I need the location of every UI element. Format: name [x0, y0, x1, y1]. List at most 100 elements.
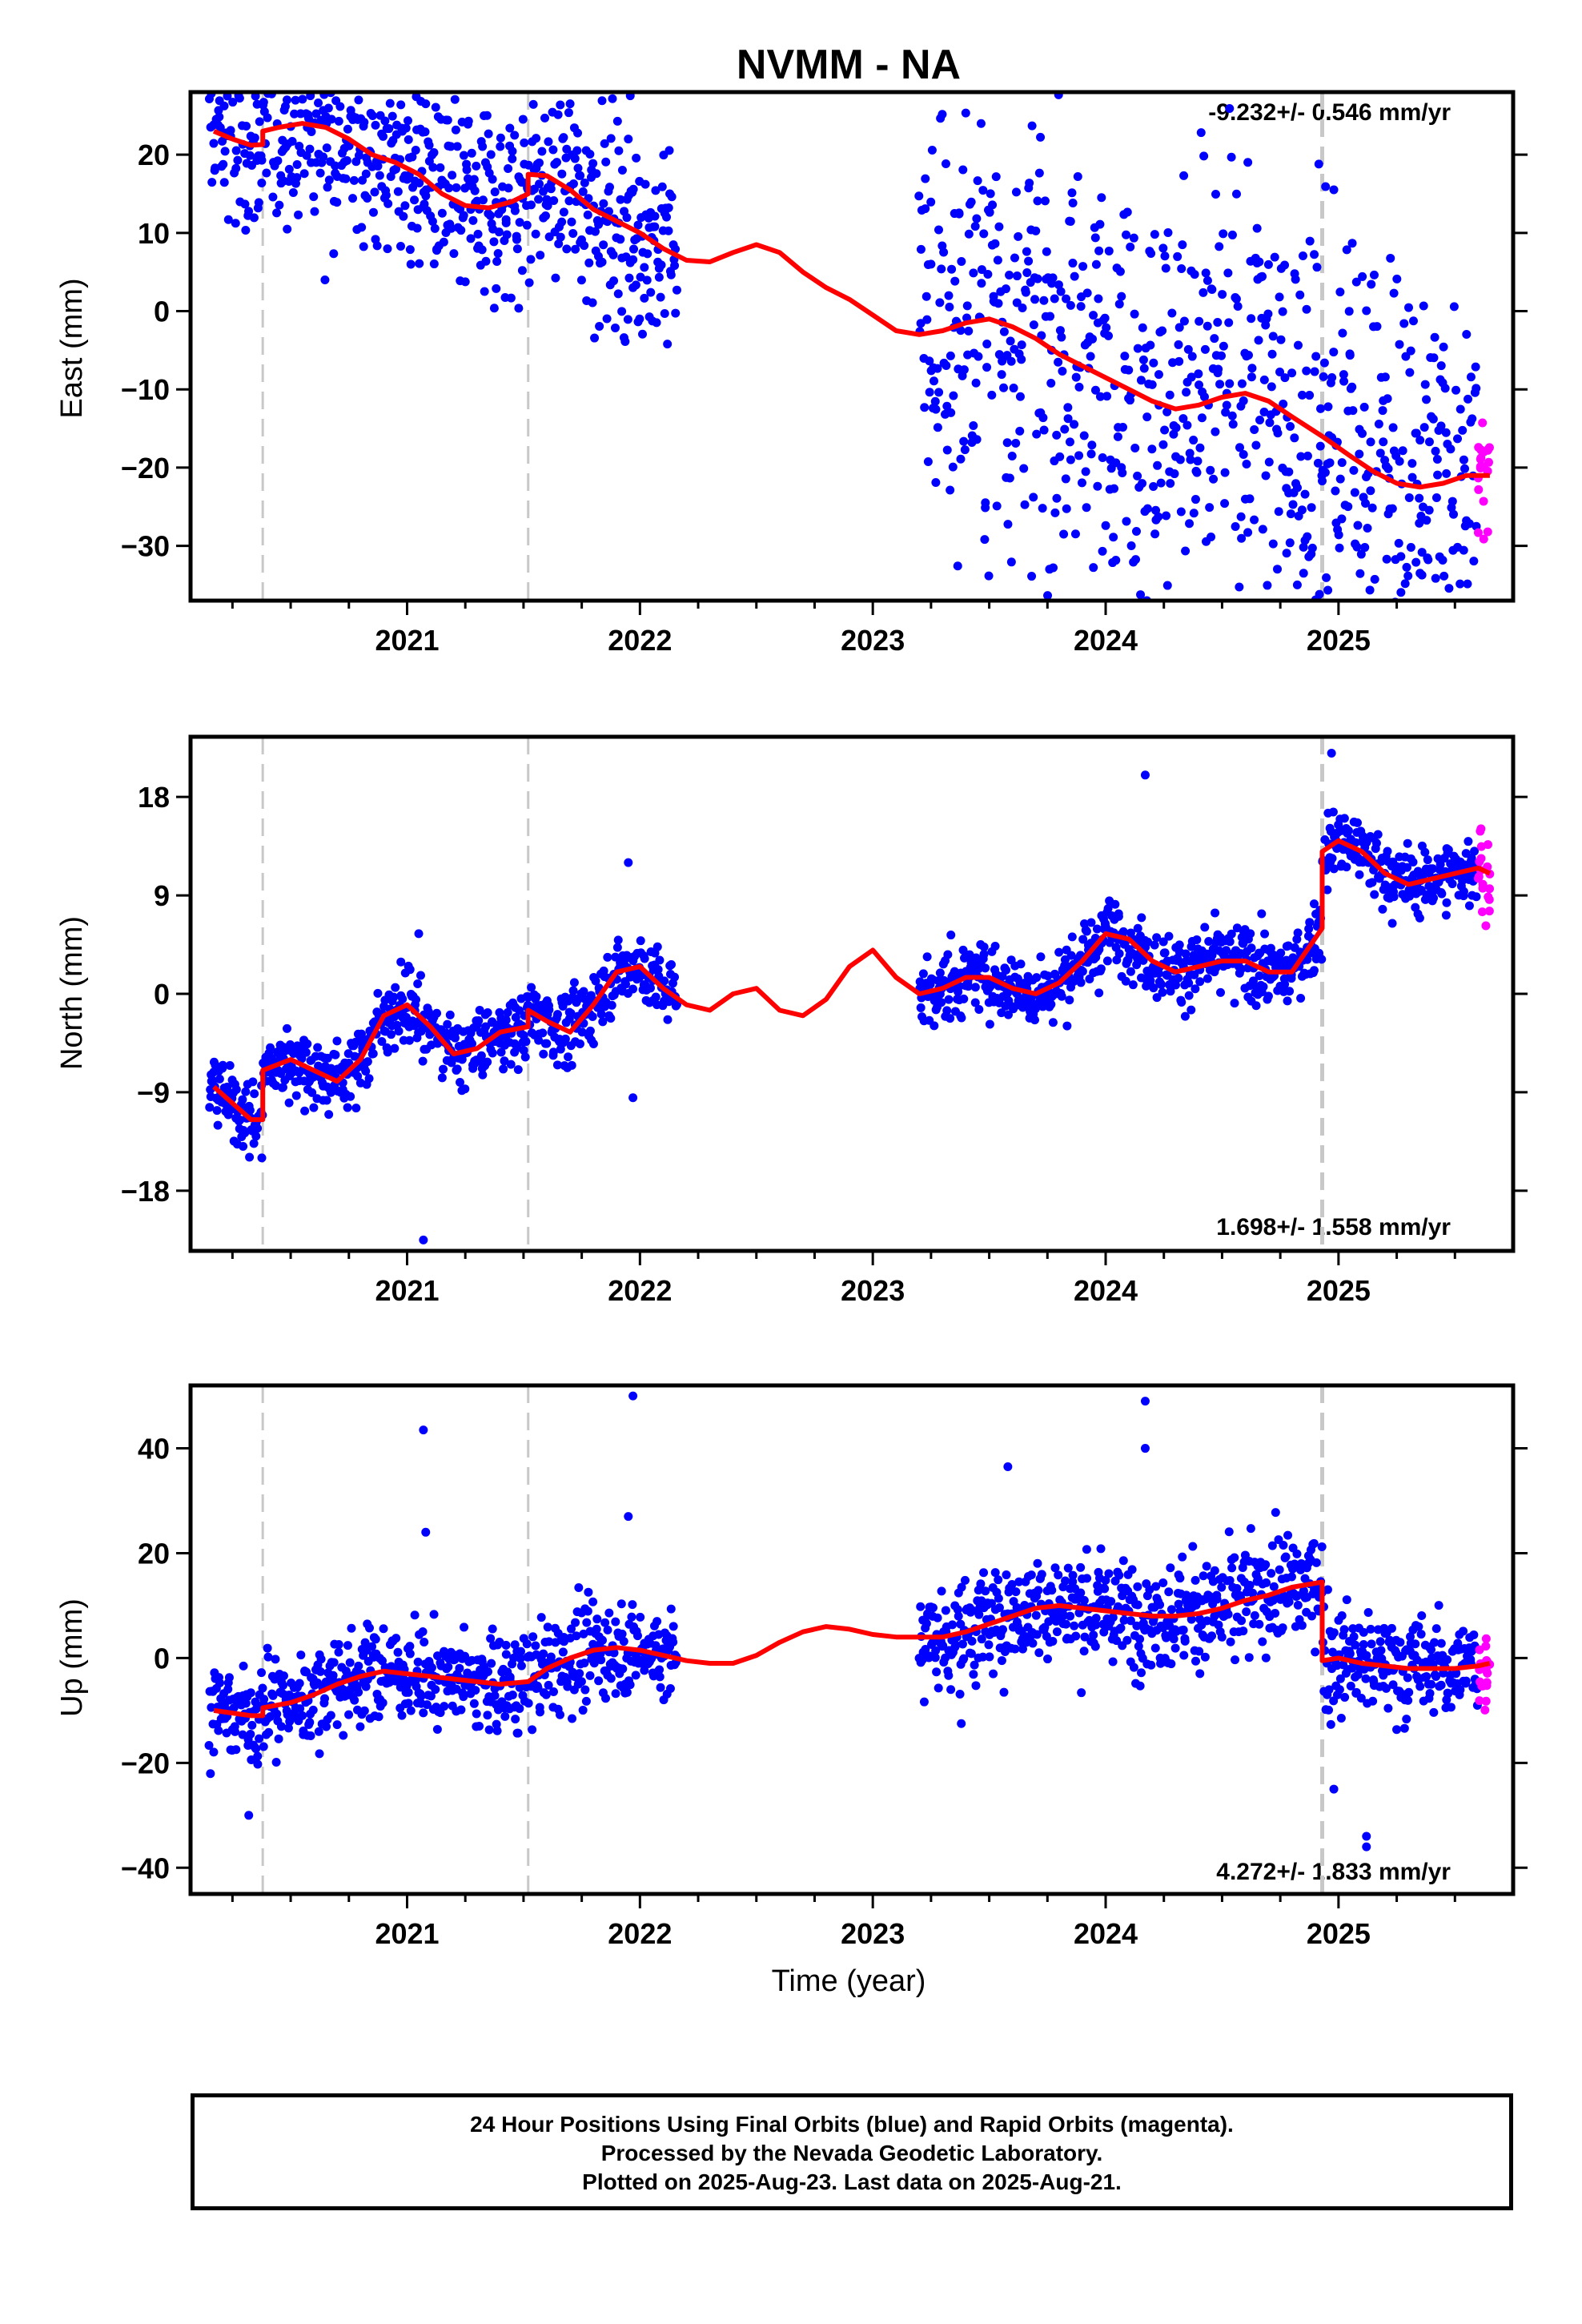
final-orbit-point — [364, 1074, 374, 1084]
final-orbit-point — [296, 1651, 306, 1660]
final-orbit-point — [566, 1624, 576, 1634]
final-orbit-point — [1245, 1581, 1255, 1590]
y-tick-label: 9 — [154, 879, 170, 912]
final-orbit-point — [949, 391, 958, 400]
final-orbit-point — [1327, 748, 1336, 758]
final-orbit-point — [1210, 334, 1219, 344]
final-orbit-point — [982, 340, 992, 349]
final-orbit-point — [1158, 937, 1168, 947]
final-orbit-point — [349, 175, 359, 185]
final-orbit-point — [331, 161, 340, 171]
final-orbit-point — [443, 1019, 452, 1029]
final-orbit-point — [406, 1706, 416, 1715]
final-orbit-point — [1250, 1610, 1259, 1620]
final-orbit-point — [1217, 351, 1227, 360]
final-orbit-point — [528, 1632, 538, 1642]
final-orbit-point — [251, 1132, 261, 1141]
final-orbit-point — [1118, 1556, 1128, 1566]
final-orbit-point — [1329, 1784, 1339, 1794]
final-orbit-point — [977, 279, 986, 288]
rapid-orbit-point — [1479, 497, 1488, 506]
final-orbit-point — [421, 1527, 431, 1537]
final-orbit-point — [489, 237, 499, 247]
final-orbit-point — [656, 1683, 665, 1692]
final-orbit-point — [597, 1635, 607, 1645]
final-orbit-point — [1415, 436, 1425, 445]
final-orbit-point — [1423, 555, 1433, 565]
final-orbit-point — [1335, 1674, 1345, 1683]
final-orbit-point — [628, 984, 638, 994]
final-orbit-point — [1439, 342, 1448, 352]
final-orbit-point — [662, 212, 672, 222]
final-orbit-point — [1255, 415, 1265, 424]
final-orbit-point — [1337, 458, 1347, 468]
final-orbit-point — [669, 1637, 678, 1647]
final-orbit-point — [1052, 1627, 1062, 1637]
final-orbit-point — [1263, 581, 1272, 590]
final-orbit-point — [1185, 519, 1195, 529]
final-orbit-point — [1130, 443, 1140, 452]
final-orbit-point — [1114, 1602, 1123, 1611]
final-orbit-point — [354, 1661, 363, 1671]
final-orbit-point — [1443, 669, 1452, 678]
final-orbit-point — [957, 256, 966, 266]
final-orbit-point — [371, 120, 380, 130]
final-orbit-point — [1100, 313, 1110, 323]
final-orbit-point — [642, 275, 652, 285]
final-orbit-point — [612, 116, 622, 126]
final-orbit-point — [1363, 1607, 1373, 1617]
final-orbit-point — [1392, 1725, 1402, 1735]
final-orbit-point — [1189, 436, 1199, 445]
final-orbit-point — [1228, 420, 1238, 429]
final-orbit-point — [1138, 355, 1148, 364]
final-orbit-point — [1217, 1582, 1227, 1592]
final-orbit-point — [344, 62, 353, 70]
final-orbit-point — [501, 1650, 511, 1659]
final-orbit-point — [576, 1677, 586, 1687]
final-orbit-point — [391, 983, 400, 992]
final-orbit-point — [223, 1082, 232, 1092]
final-orbit-point — [1205, 1592, 1215, 1602]
final-orbit-point — [1420, 380, 1430, 389]
final-orbit-point — [938, 110, 947, 119]
final-orbit-point — [1299, 542, 1308, 552]
final-orbit-point — [1258, 525, 1267, 534]
final-orbit-point — [428, 163, 438, 172]
final-orbit-point — [1464, 901, 1474, 911]
final-orbit-point — [990, 239, 1000, 248]
final-orbit-point — [245, 1105, 255, 1115]
final-orbit-point — [1381, 1683, 1391, 1693]
final-orbit-point — [383, 244, 392, 254]
final-orbit-point — [1317, 1542, 1327, 1551]
final-orbit-point — [571, 244, 580, 254]
final-orbit-point — [990, 1568, 1000, 1578]
final-orbit-point — [1060, 424, 1070, 434]
final-orbit-point — [459, 151, 468, 160]
final-orbit-point — [1267, 349, 1277, 359]
final-orbit-point — [1356, 1694, 1366, 1703]
final-orbit-point — [957, 1719, 966, 1728]
y-tick-label: 0 — [154, 296, 170, 328]
final-orbit-point — [1016, 959, 1026, 969]
final-orbit-point — [1181, 546, 1191, 556]
rapid-orbit-point — [1475, 1645, 1484, 1655]
final-orbit-point — [244, 207, 254, 216]
final-orbit-point — [241, 1087, 251, 1096]
final-orbit-point — [1165, 390, 1174, 400]
final-orbit-point — [1351, 1687, 1361, 1697]
final-orbit-point — [528, 99, 538, 109]
final-orbit-point — [1048, 273, 1058, 283]
final-orbit-point — [1279, 400, 1288, 409]
final-orbit-point — [419, 1235, 428, 1244]
final-orbit-point — [250, 1089, 259, 1099]
final-orbit-point — [997, 1656, 1006, 1666]
final-orbit-point — [982, 363, 992, 372]
final-orbit-point — [292, 173, 302, 183]
north-ylabel: North (mm) — [55, 916, 89, 1070]
final-orbit-point — [559, 1632, 568, 1642]
final-orbit-point — [248, 73, 257, 82]
final-orbit-point — [282, 1023, 291, 1033]
final-orbit-point — [298, 1711, 307, 1720]
final-orbit-point — [412, 223, 422, 233]
final-orbit-point — [573, 163, 583, 173]
